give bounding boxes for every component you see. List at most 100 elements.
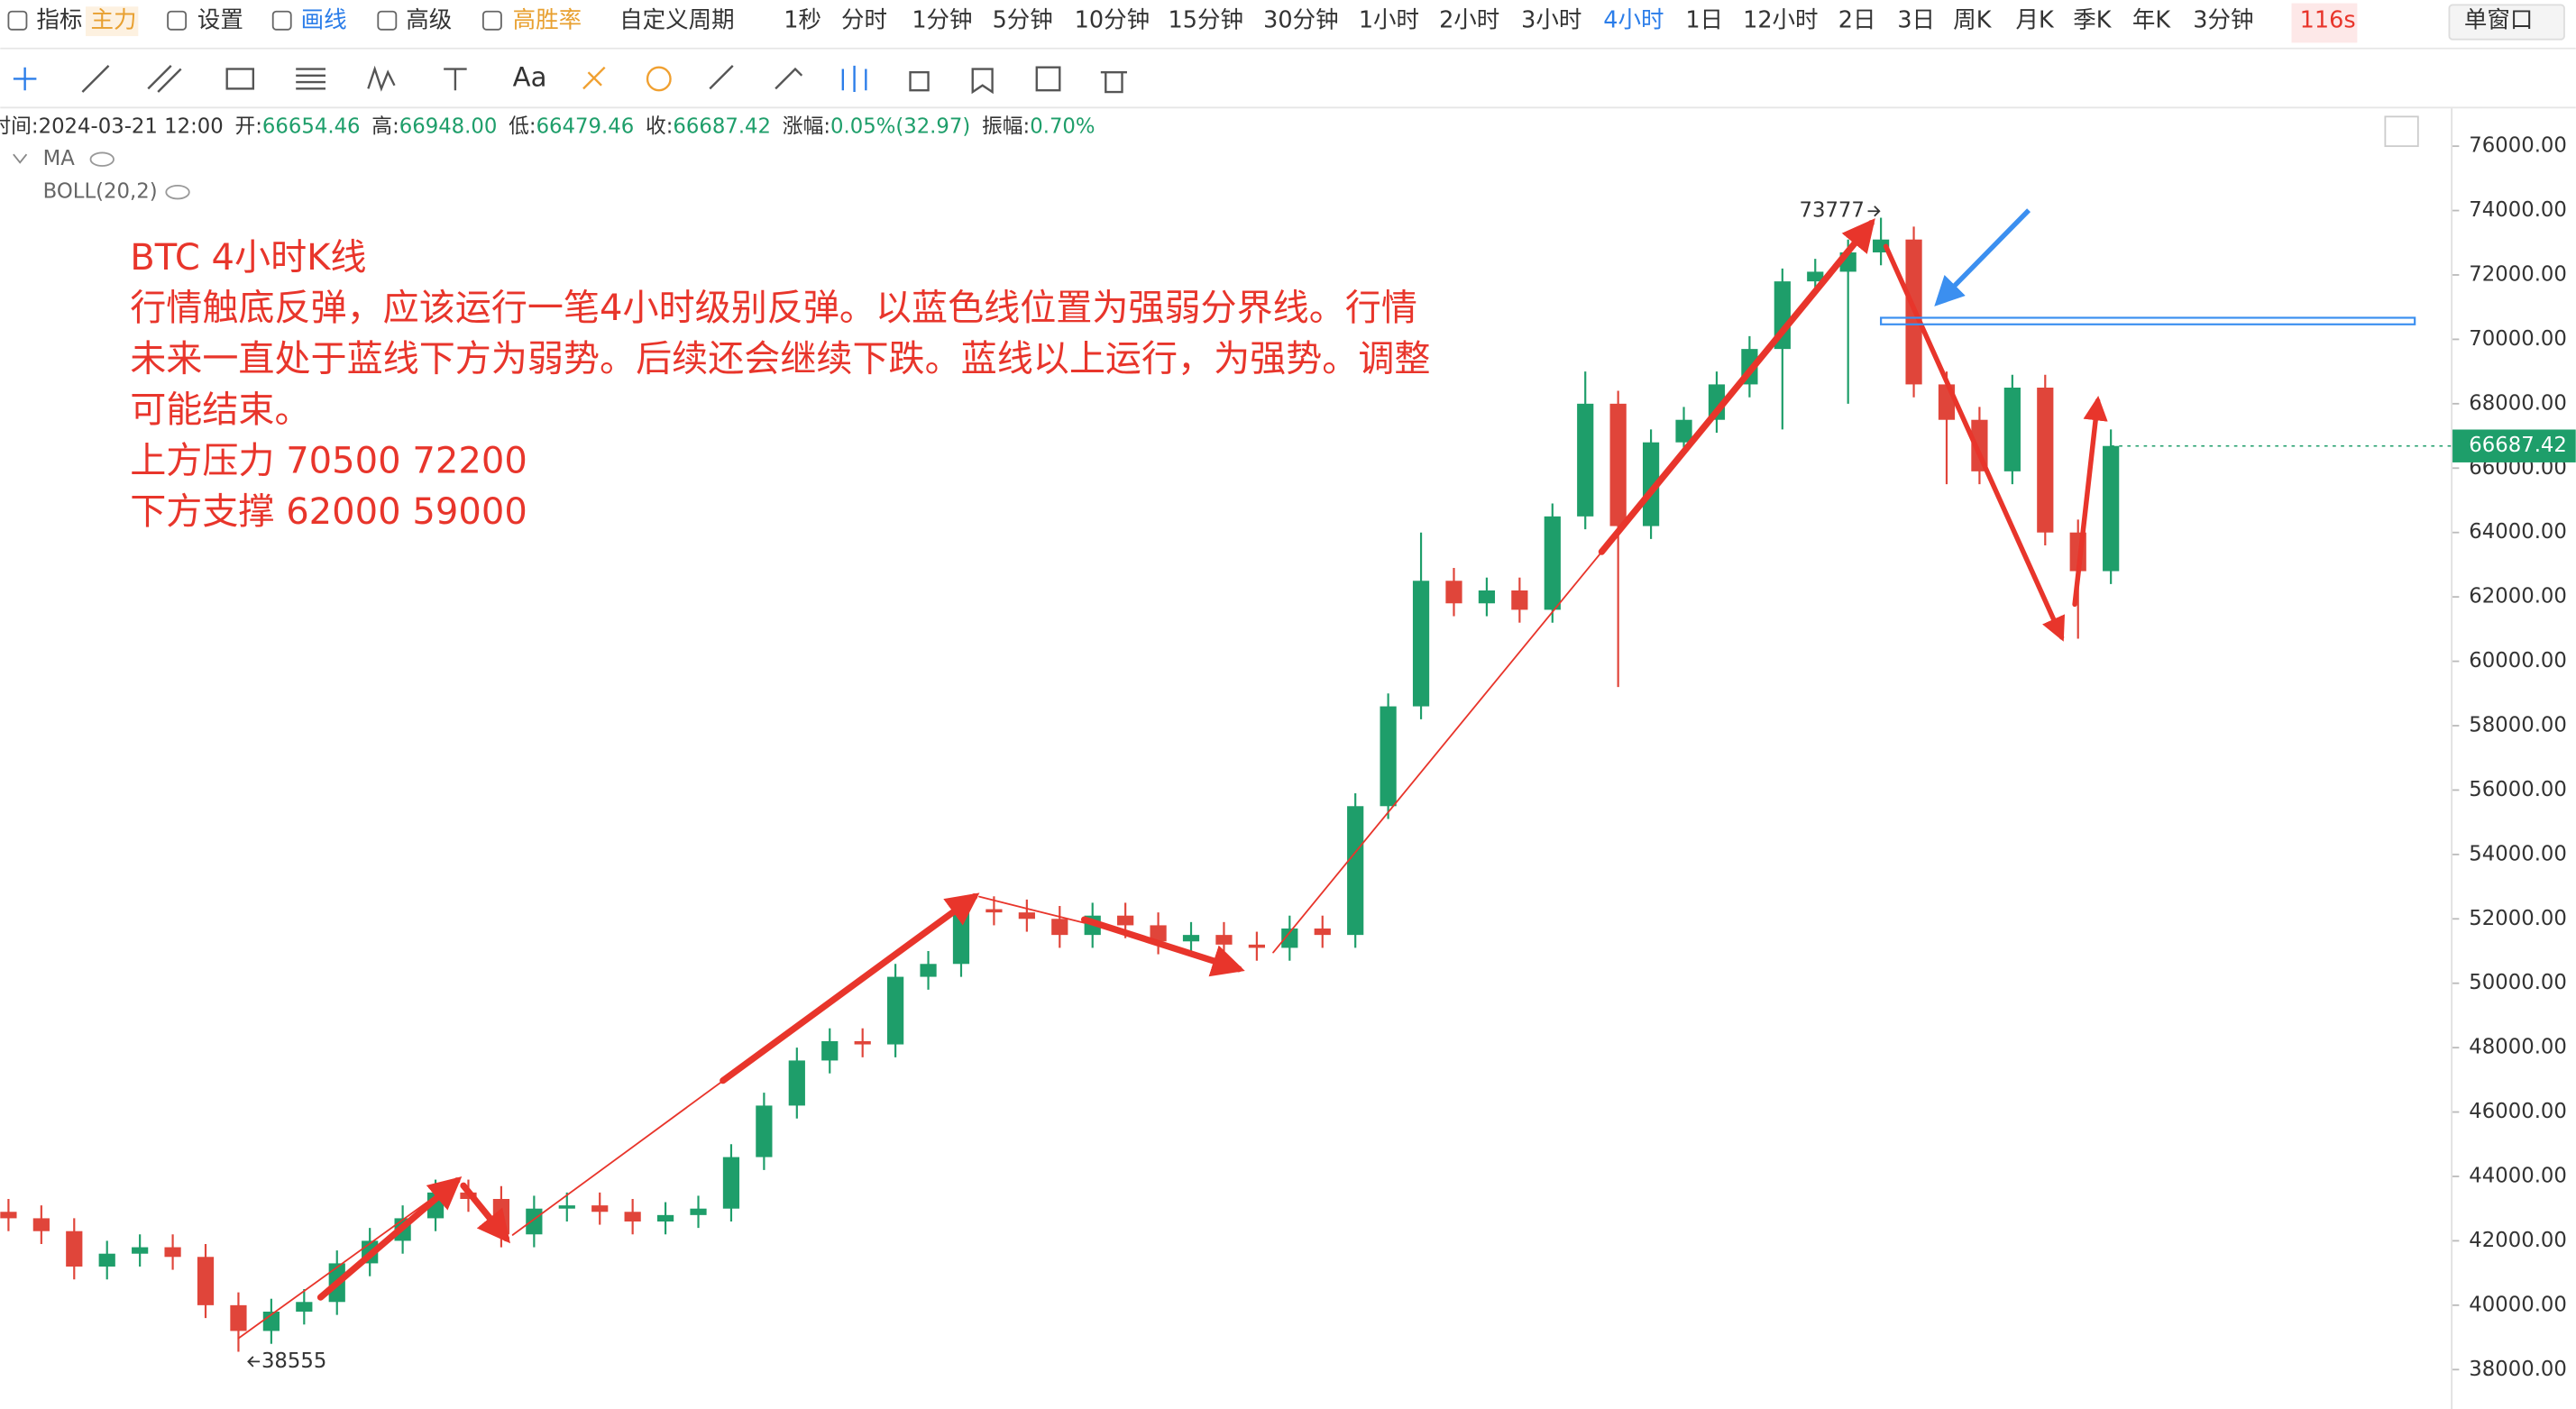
toolbar-item[interactable]: 高级 <box>406 7 452 34</box>
line-tool[interactable] <box>81 65 110 93</box>
candle-body <box>0 1212 17 1219</box>
info-field: 涨幅: <box>783 114 830 138</box>
fullscreen-button[interactable] <box>2384 115 2419 148</box>
crosshair-tool[interactable] <box>13 67 37 91</box>
lock-tool[interactable] <box>909 70 930 92</box>
toolbar-item[interactable]: 指标 <box>36 7 82 34</box>
toolbar-item[interactable]: 单窗口 <box>2464 7 2534 34</box>
text-box-tool[interactable] <box>444 68 467 91</box>
y-tick-label: 74000.00 <box>2469 198 2567 222</box>
visibility-icon[interactable] <box>165 184 190 200</box>
window-btn[interactable] <box>2448 4 2565 41</box>
measure-tool[interactable] <box>582 66 606 90</box>
annotation-line: 下方支撑 62000 59000 <box>130 491 527 533</box>
toolbar-item[interactable]: 12小时 <box>1743 7 1818 34</box>
candle-body <box>197 1257 215 1305</box>
toolbar-item[interactable]: 116s <box>2300 7 2356 34</box>
candle-body <box>854 1040 871 1045</box>
toolbar-item[interactable]: 主力 <box>90 7 136 34</box>
annotation-line: 行情触底反弹，应该运行一笔4小时级别反弹。以蓝色线位置为强弱分界线。行情 <box>130 288 1417 329</box>
toolbar-item[interactable]: 15分钟 <box>1169 7 1243 34</box>
candle-body <box>2037 387 2054 533</box>
toolbar-item[interactable]: 2小时 <box>1439 7 1499 34</box>
text-tool[interactable]: Aa <box>513 61 547 92</box>
indicator-ma: MA <box>43 147 76 170</box>
toolbar-item[interactable]: 5分钟 <box>993 7 1053 34</box>
toolbar-item[interactable]: 年K <box>2132 7 2171 34</box>
y-tick-label: 70000.00 <box>2469 327 2567 351</box>
info-field: 0.05%(32.97) <box>830 114 970 138</box>
toolbar-item[interactable]: 10分钟 <box>1075 7 1150 34</box>
candle-body <box>1511 590 1528 610</box>
info-field: 收: <box>646 114 673 138</box>
toolbar-item[interactable]: 画线 <box>301 7 347 34</box>
y-tick-label: 54000.00 <box>2469 842 2567 865</box>
wave-tool[interactable] <box>367 65 396 92</box>
toolbar-item[interactable]: 自定义周期 <box>619 7 735 34</box>
fib-tool[interactable] <box>296 68 325 90</box>
indicator-boll: BOLL(20,2) <box>43 180 158 204</box>
edit-tool[interactable] <box>1035 66 1061 92</box>
info-field: 66687.42 <box>673 114 771 138</box>
candle-body <box>1182 935 1200 942</box>
pointer-arrow <box>1934 208 2031 307</box>
candle-body <box>788 1060 805 1106</box>
candle-body <box>66 1231 83 1267</box>
toolbar-item[interactable]: 4小时 <box>1603 7 1664 34</box>
toolbar-item[interactable]: 2日 <box>1838 7 1876 34</box>
drawings <box>237 218 2108 1340</box>
candle-body <box>1248 944 1265 948</box>
candle-tool[interactable] <box>841 65 867 93</box>
magnet-tool[interactable] <box>646 66 672 92</box>
toolbar-item[interactable]: 1日 <box>1685 7 1723 34</box>
bookmark-tool[interactable] <box>971 68 994 95</box>
trend-arrow <box>720 892 980 1084</box>
candle-body <box>985 909 1003 913</box>
y-tick-label: 76000.00 <box>2469 134 2567 158</box>
info-field: 66654.46 <box>262 114 361 138</box>
candle-body <box>756 1105 773 1157</box>
toolbar-item[interactable]: 1小时 <box>1359 7 1419 34</box>
timer-bg <box>2291 3 2358 43</box>
toolbar-item[interactable]: 3分钟 <box>2193 7 2253 34</box>
rect-tool[interactable] <box>225 68 255 90</box>
y-tick-label: 48000.00 <box>2469 1036 2567 1059</box>
toolbar-item[interactable]: 设置 <box>197 7 243 34</box>
toolbar-item[interactable]: 1秒 <box>784 7 821 34</box>
candle-body <box>262 1311 280 1331</box>
toolbar-item[interactable]: 3日 <box>1897 7 1935 34</box>
y-tick-label: 64000.00 <box>2469 520 2567 544</box>
delete-tool[interactable] <box>1100 70 1127 94</box>
toolbar-item[interactable]: 30分钟 <box>1263 7 1338 34</box>
toolbar-item[interactable]: 3小时 <box>1521 7 1581 34</box>
candle-body <box>1445 581 1462 604</box>
candle-body <box>1577 403 1594 517</box>
candle-body <box>624 1212 641 1221</box>
candle-body <box>1018 912 1035 920</box>
ruler-tool[interactable] <box>709 65 734 90</box>
high-label: 73777 <box>1799 199 1864 223</box>
drawing-tools <box>13 65 1127 95</box>
collapse-icon[interactable] <box>13 153 28 164</box>
toolbar-item[interactable]: 季K <box>2073 7 2113 34</box>
visibility-icon[interactable] <box>89 151 115 167</box>
toolbar-item[interactable]: 周K <box>1953 7 1992 34</box>
y-tick-label: 52000.00 <box>2469 907 2567 930</box>
brush-tool[interactable] <box>775 67 803 90</box>
channel-tool[interactable] <box>147 65 182 93</box>
y-tick-label: 60000.00 <box>2469 649 2567 672</box>
high-pointer <box>1867 206 1881 217</box>
y-tick-label: 50000.00 <box>2469 971 2567 994</box>
trend-line <box>237 1179 458 1340</box>
toolbar-item[interactable]: 1分钟 <box>912 7 972 34</box>
candle-body <box>2103 445 2120 572</box>
candle-body <box>690 1208 707 1215</box>
tag-bg <box>86 6 139 37</box>
toolbar-item[interactable]: 分时 <box>841 7 887 34</box>
toolbar-icon <box>271 10 292 31</box>
candle-body <box>558 1205 575 1209</box>
toolbar-item[interactable]: 月K <box>2016 7 2056 34</box>
toolbar-item[interactable]: 高胜率 <box>513 7 582 34</box>
